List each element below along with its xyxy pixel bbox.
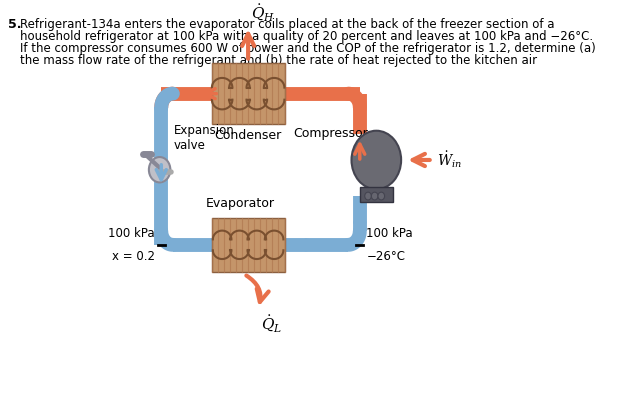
Circle shape [352, 131, 401, 189]
Text: $\dot{Q}_H$: $\dot{Q}_H$ [251, 3, 275, 23]
Text: 5.: 5. [8, 17, 22, 30]
Circle shape [365, 192, 371, 200]
Text: Compressor: Compressor [293, 128, 368, 141]
Circle shape [149, 157, 171, 183]
Text: −26°C: −26°C [366, 250, 406, 263]
Circle shape [371, 192, 378, 200]
Text: household refrigerator at 100 kPa with a quality of 20 percent and leaves at 100: household refrigerator at 100 kPa with a… [20, 30, 593, 43]
Text: Evaporator: Evaporator [206, 197, 275, 210]
Text: $\dot{W}_{in}$: $\dot{W}_{in}$ [436, 149, 462, 170]
Text: 100 kPa: 100 kPa [108, 227, 155, 240]
Bar [212, 217, 285, 272]
Text: If the compressor consumes 600 W of power and the COP of the refrigerator is 1.2: If the compressor consumes 600 W of powe… [20, 42, 596, 55]
Text: the mass flow rate of the refrigerant and (b) the rate of heat rejected to the k: the mass flow rate of the refrigerant an… [20, 54, 537, 67]
Circle shape [378, 192, 384, 200]
Text: x = 0.2: x = 0.2 [112, 250, 155, 263]
Text: Refrigerant-134a enters the evaporator coils placed at the back of the freezer s: Refrigerant-134a enters the evaporator c… [20, 17, 554, 30]
Text: Condenser: Condenser [214, 129, 282, 142]
Text: $\dot{Q}_L$: $\dot{Q}_L$ [261, 313, 282, 334]
Text: Expansion
valve: Expansion valve [174, 124, 234, 152]
Bar [212, 63, 285, 124]
Bar [360, 187, 393, 202]
Text: 100 kPa: 100 kPa [366, 227, 413, 240]
